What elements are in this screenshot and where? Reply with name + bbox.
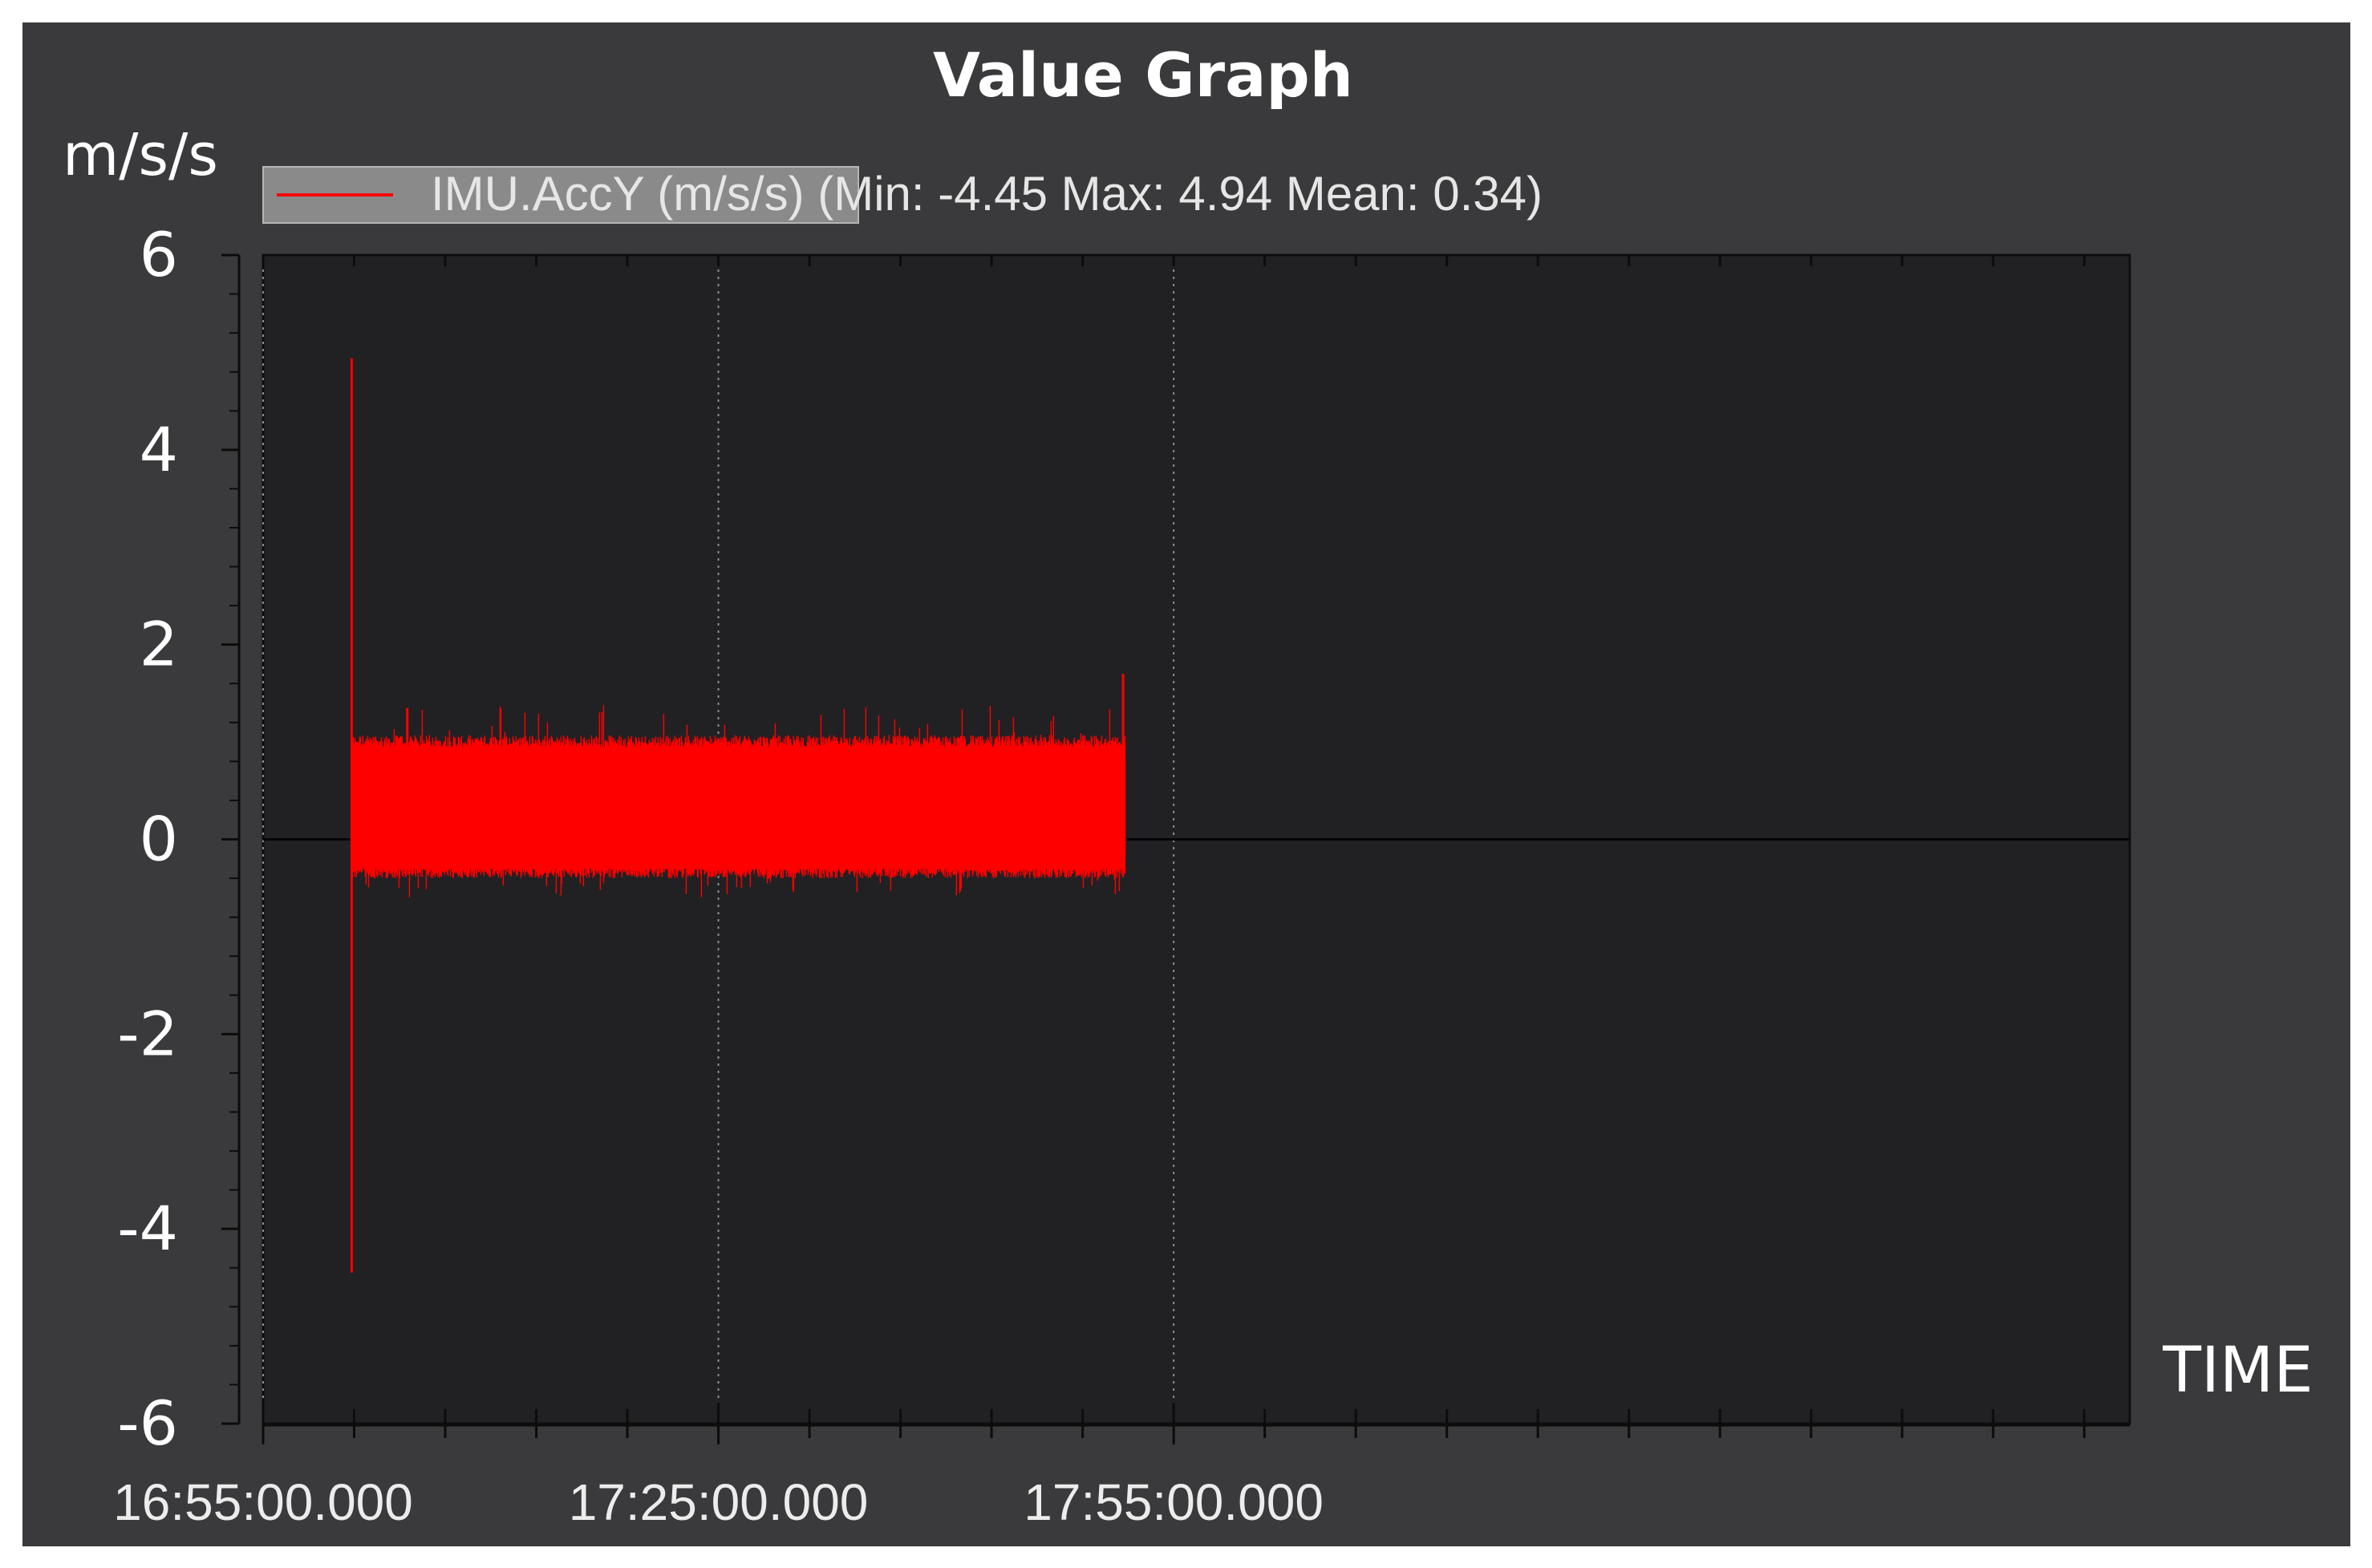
y-tick-label: 4 [140,414,178,485]
x-axis-label: TIME [2162,1335,2313,1407]
x-tick-label: 17:55:00.000 [1024,1473,1324,1531]
legend[interactable]: IMU.AccY (m/s/s) (Min: -4.45 Max: 4.94 M… [262,166,1543,224]
y-tick-label: -2 [117,998,178,1069]
legend-series-label: IMU.AccY (m/s/s) [431,167,817,221]
y-tick-label: 0 [140,804,178,875]
y-axis-label: m/s/s [63,121,218,188]
chart-title: Value Graph [933,39,1353,111]
legend-stats: (Min: -4.45 Max: 4.94 Mean: 0.34) [817,167,1543,221]
y-tick-label: 2 [140,609,178,680]
x-tick-label: 17:25:00.000 [569,1473,869,1531]
series-core-band [351,759,1126,854]
y-tick-label: 6 [140,219,178,290]
y-tick-label: -6 [117,1388,178,1459]
y-tick-label: -4 [117,1193,178,1264]
x-tick-label: 16:55:00.000 [113,1473,413,1531]
svg-text:IMU.AccY (m/s/s) (Min: -4.45 M: IMU.AccY (m/s/s) (Min: -4.45 Max: 4.94 M… [431,167,1543,221]
